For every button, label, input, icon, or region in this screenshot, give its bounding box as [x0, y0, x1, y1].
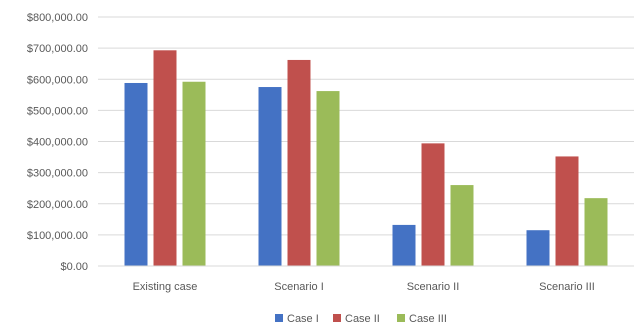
bars — [124, 50, 608, 267]
y-tick-label: $100,000.00 — [27, 230, 88, 242]
bar-case-iii-existing-case — [182, 81, 206, 267]
legend: Case I Case II Case III — [275, 313, 447, 325]
x-category-label: Existing case — [133, 281, 198, 293]
bar-case-ii-scenario-iii — [555, 156, 579, 266]
gridlines — [98, 16, 634, 236]
y-tick-label: $500,000.00 — [27, 105, 88, 117]
bar-case-iii-scenario-ii — [450, 185, 474, 266]
legend-swatch — [397, 314, 405, 322]
legend-label: Case III — [409, 313, 447, 325]
bar-case-ii-scenario-ii — [421, 143, 445, 266]
y-tick-label: $300,000.00 — [27, 168, 88, 180]
bar-case-ii-existing-case — [153, 50, 177, 267]
bar-case-i-scenario-iii — [526, 230, 550, 266]
bar-case-ii-scenario-i — [287, 59, 311, 266]
y-tick-label: $700,000.00 — [27, 43, 88, 55]
bar-case-iii-scenario-iii — [584, 198, 608, 266]
legend-swatch — [275, 314, 283, 322]
x-category-label: Scenario I — [274, 281, 324, 293]
legend-swatch — [333, 314, 341, 322]
y-tick-label: $400,000.00 — [27, 137, 88, 149]
bar-case-i-existing-case — [124, 82, 148, 266]
legend-label: Case II — [345, 313, 380, 325]
y-axis-tick-labels: $0.00 $100,000.00 $200,000.00 $300,000.00 $4… — [27, 12, 88, 273]
legend-label: Case I — [287, 313, 319, 325]
bar-case-i-scenario-i — [258, 87, 282, 266]
x-category-label: Scenario III — [539, 281, 595, 293]
bar-case-i-scenario-ii — [392, 224, 416, 266]
y-tick-label: $600,000.00 — [27, 74, 88, 86]
x-category-label: Scenario II — [407, 281, 460, 293]
y-tick-label: $0.00 — [60, 261, 88, 273]
bar-case-iii-scenario-i — [316, 91, 340, 266]
x-axis-category-labels: Existing case Scenario I Scenario II Scenar… — [133, 281, 595, 293]
y-tick-label: $800,000.00 — [27, 12, 88, 24]
y-tick-label: $200,000.00 — [27, 199, 88, 211]
